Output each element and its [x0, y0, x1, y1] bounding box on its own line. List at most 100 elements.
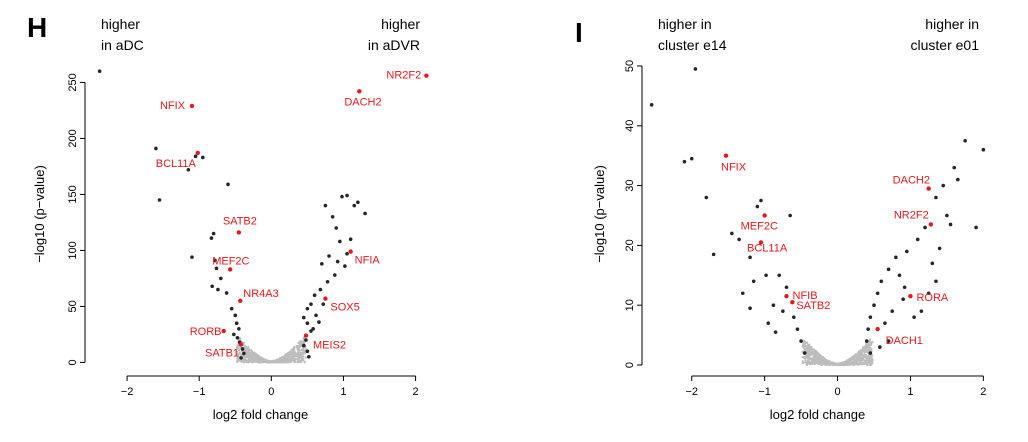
- nonsignificant-point: [844, 363, 848, 366]
- significant-point: [974, 225, 978, 230]
- nonsignificant-point: [261, 361, 264, 364]
- nonsignificant-point: [807, 352, 810, 356]
- nonsignificant-point: [254, 360, 258, 363]
- significant-point: [981, 147, 986, 152]
- significant-point: [868, 315, 873, 319]
- nonsignificant-point: [266, 359, 269, 362]
- nonsignificant-point: [810, 353, 813, 356]
- highlighted-gene-point: [323, 296, 328, 301]
- significant-point: [751, 279, 756, 284]
- nonsignificant-point: [821, 361, 824, 364]
- nonsignificant-point: [808, 343, 811, 346]
- significant-point: [211, 231, 216, 236]
- nonsignificant-point: [304, 347, 307, 350]
- significant-point: [711, 252, 716, 257]
- nonsignificant-point: [294, 360, 297, 363]
- significant-point: [305, 306, 310, 311]
- significant-point: [219, 276, 223, 281]
- nonsignificant-point: [300, 354, 303, 357]
- highlighted-gene-point: [195, 150, 200, 156]
- y-tick-label: 50: [624, 60, 636, 72]
- nonsignificant-point: [862, 354, 865, 357]
- highlighted-gene-point: [303, 333, 309, 338]
- nonsignificant-point: [286, 356, 289, 359]
- significant-point: [693, 67, 698, 71]
- nonsignificant-point: [817, 352, 820, 355]
- nonsignificant-point: [238, 351, 241, 354]
- nonsignificant-point: [268, 360, 271, 364]
- panel-letter: I: [575, 17, 583, 48]
- nonsignificant-point: [867, 354, 870, 357]
- y-tick-label: 20: [624, 239, 636, 251]
- nonsignificant-point: [859, 358, 862, 362]
- nonsignificant-point: [855, 358, 858, 361]
- significant-point: [649, 103, 654, 107]
- nonsignificant-point: [302, 358, 305, 361]
- nonsignificant-point: [274, 360, 277, 363]
- nonsignificant-point: [256, 355, 259, 358]
- nonsignificant-point: [304, 356, 307, 359]
- nonsignificant-point: [803, 348, 807, 351]
- significant-point: [689, 156, 694, 161]
- nonsignificant-point: [252, 354, 255, 357]
- nonsignificant-point: [851, 355, 854, 358]
- nonsignificant-point: [293, 353, 297, 357]
- gene-label: NFIX: [721, 162, 747, 174]
- highlighted-gene-point: [790, 300, 795, 305]
- y-tick-label: 250: [67, 73, 79, 91]
- nonsignificant-point: [292, 351, 295, 354]
- nonsignificant-point: [236, 356, 239, 359]
- nonsignificant-point: [871, 340, 874, 343]
- significant-point: [894, 255, 898, 260]
- nonsignificant-point: [297, 360, 300, 363]
- nonsignificant-point: [298, 351, 301, 355]
- nonsignificant-point: [809, 363, 812, 366]
- significant-point: [740, 291, 745, 296]
- significant-point: [878, 345, 882, 349]
- significant-point: [799, 339, 803, 343]
- highlighted-gene-point: [926, 186, 931, 191]
- nonsignificant-point: [859, 362, 862, 365]
- gene-label: SATB2: [796, 300, 830, 312]
- nonsignificant-point: [296, 353, 299, 356]
- significant-point: [314, 313, 318, 318]
- significant-point: [919, 309, 924, 313]
- nonsignificant-point: [282, 356, 285, 359]
- significant-point: [771, 303, 776, 308]
- header-right-line: higher: [381, 16, 420, 32]
- significant-point: [309, 302, 313, 306]
- significant-point: [325, 279, 330, 284]
- nonsignificant-point: [812, 357, 815, 361]
- nonsignificant-point: [868, 359, 871, 362]
- significant-point: [934, 195, 938, 200]
- x-axis-title: log2 fold change: [770, 407, 865, 422]
- nonsignificant-point: [296, 344, 300, 348]
- significant-point: [334, 226, 339, 230]
- significant-point: [912, 315, 916, 319]
- nonsignificant-point: [256, 359, 260, 363]
- significant-point: [312, 293, 317, 298]
- significant-point: [154, 146, 158, 151]
- nonsignificant-point: [302, 355, 305, 358]
- nonsignificant-point: [246, 349, 249, 352]
- nonsignificant-point: [868, 356, 871, 359]
- nonsignificant-point: [871, 358, 874, 361]
- nonsignificant-point: [287, 359, 290, 362]
- significant-point: [764, 273, 768, 278]
- nonsignificant-point: [283, 361, 287, 364]
- gene-label: MEF2C: [212, 255, 249, 267]
- nonsignificant-point: [868, 340, 871, 343]
- nonsignificant-point: [803, 356, 806, 359]
- nonsignificant-point: [813, 354, 816, 357]
- nonsignificant-point: [255, 353, 258, 356]
- nonsignificant-point: [863, 362, 866, 365]
- nonsignificant-point: [288, 357, 291, 360]
- highlighted-gene-point: [221, 328, 226, 334]
- significant-point: [209, 236, 214, 240]
- significant-point: [897, 273, 902, 278]
- significant-point: [240, 347, 245, 351]
- nonsignificant-point: [301, 357, 304, 360]
- nonsignificant-point: [864, 354, 868, 357]
- header-left-line: in aDC: [101, 37, 144, 53]
